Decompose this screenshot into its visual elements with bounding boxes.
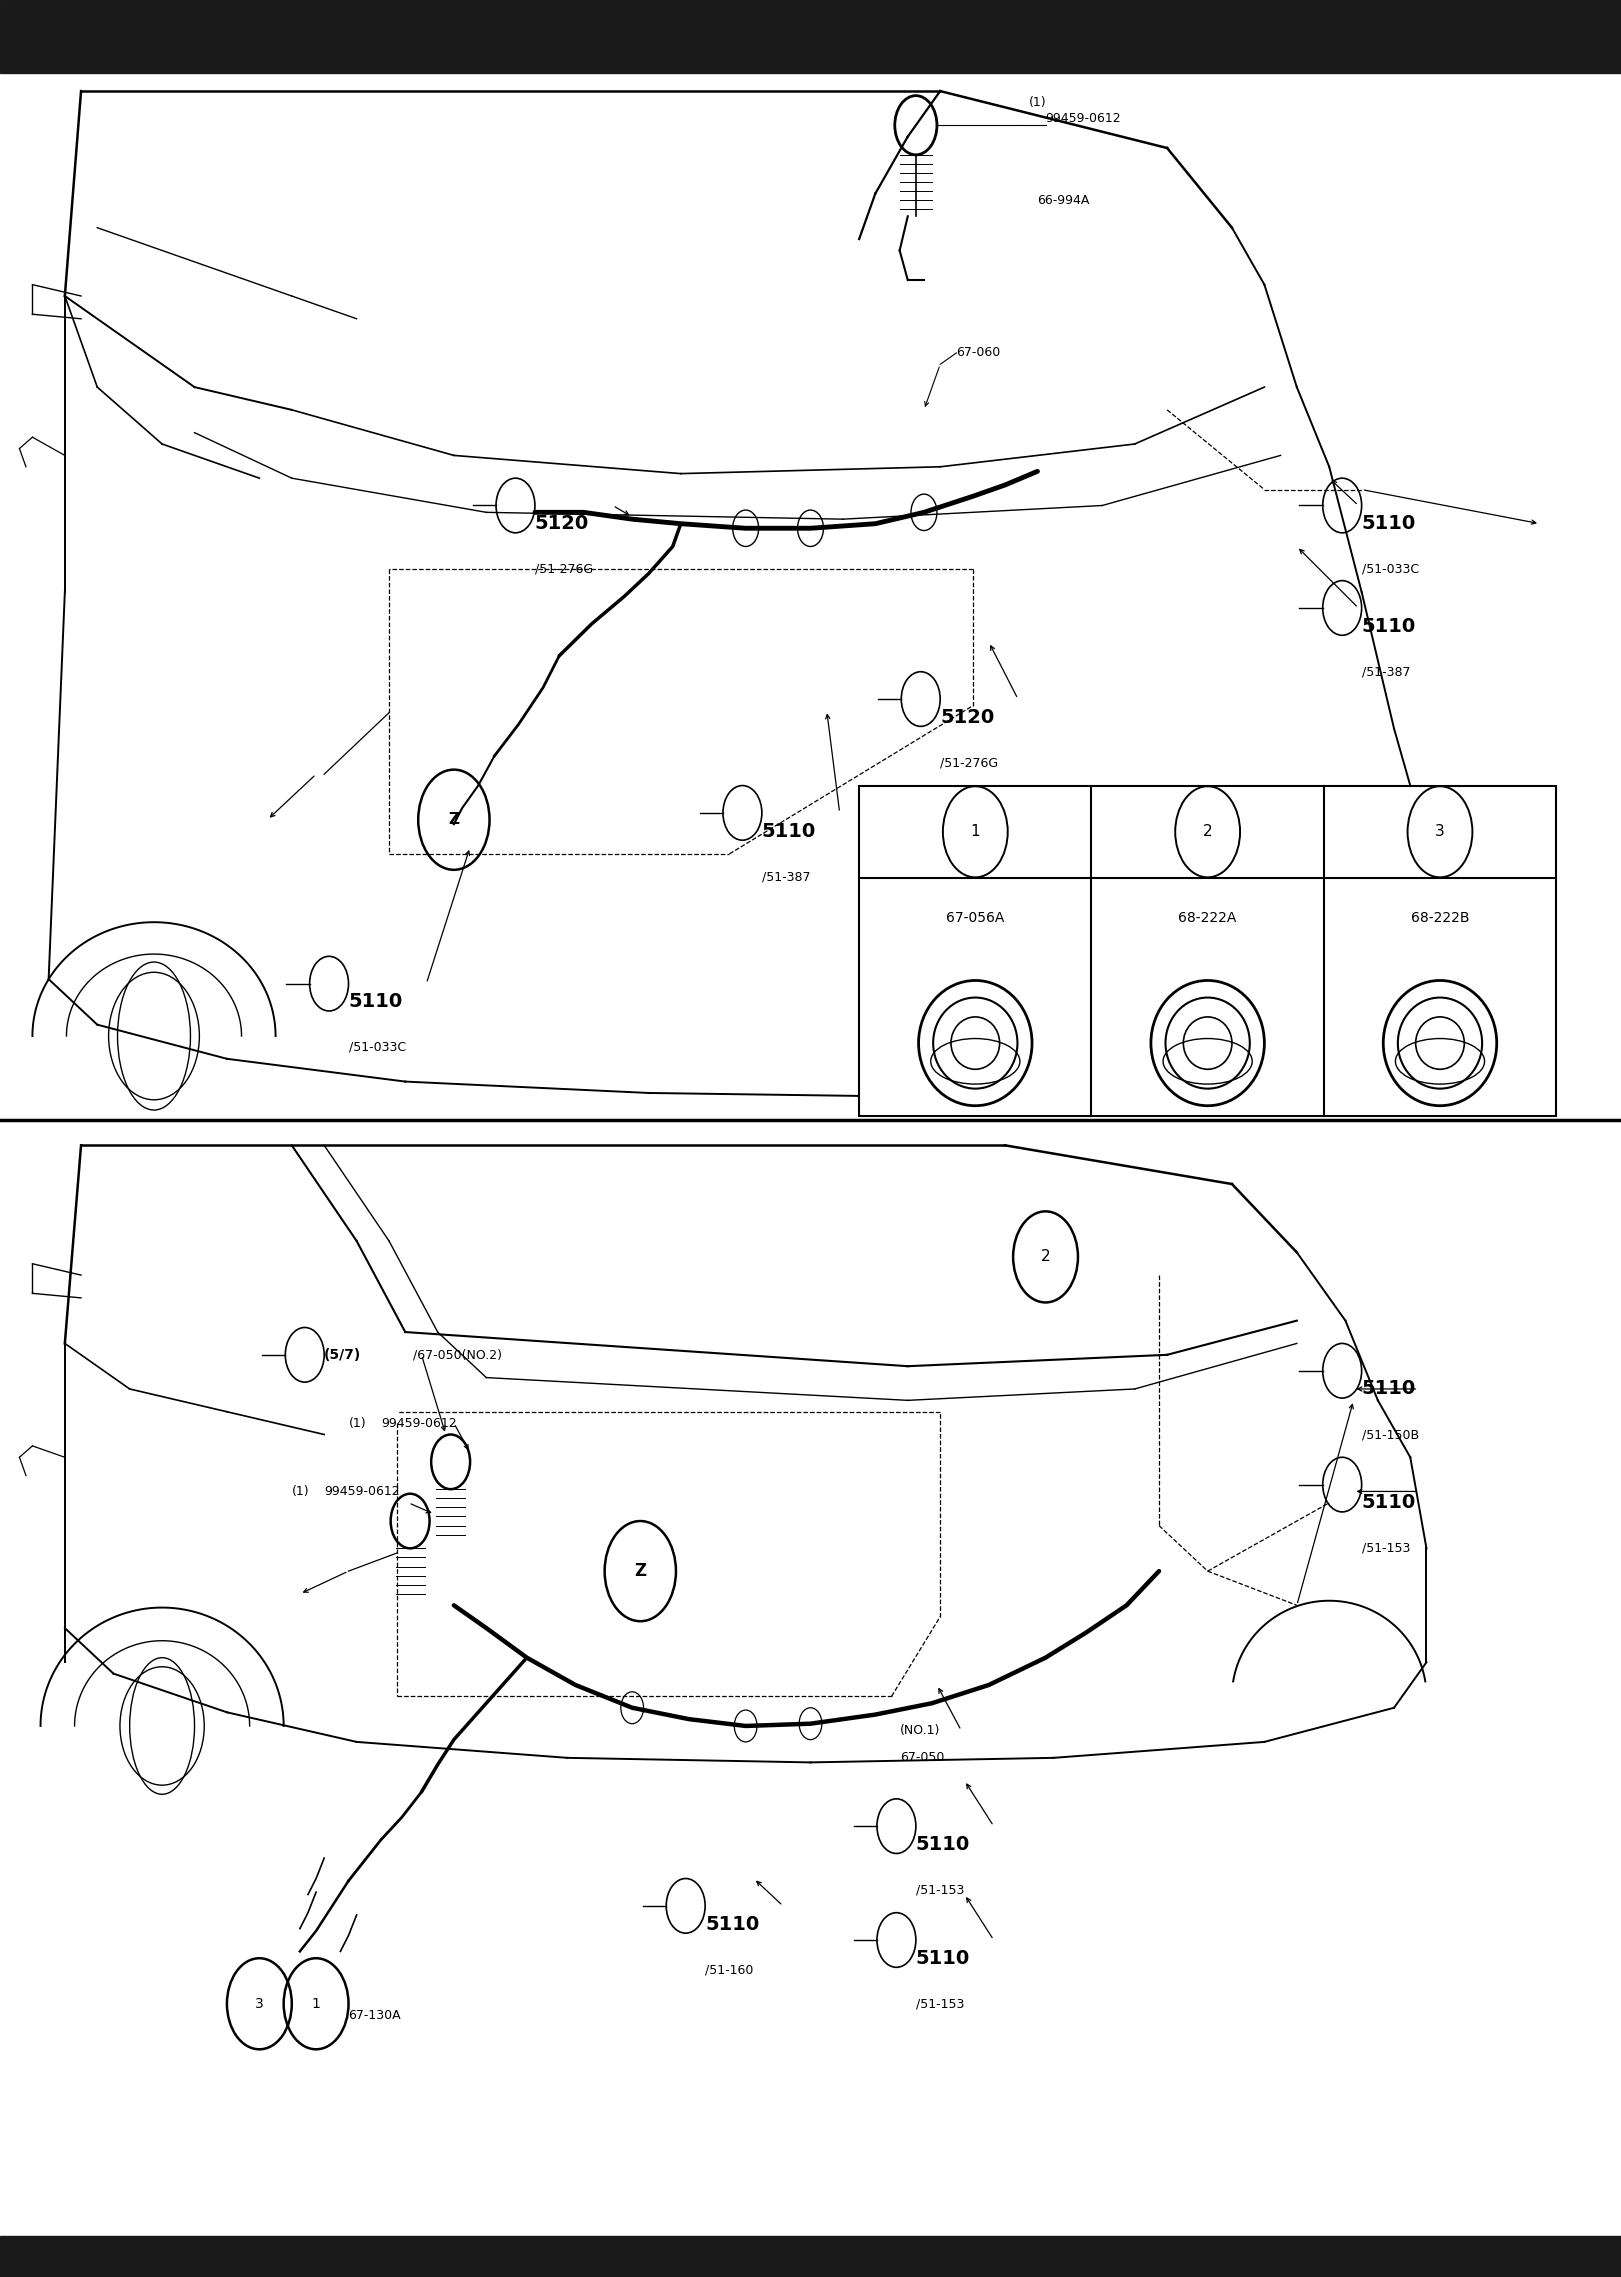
Text: Z: Z [634, 1562, 647, 1580]
Ellipse shape [934, 997, 1018, 1088]
Text: 3: 3 [1435, 824, 1444, 840]
Text: 5120: 5120 [940, 708, 994, 726]
Text: 66-994A: 66-994A [1037, 194, 1089, 207]
Text: 5110: 5110 [916, 1949, 969, 1967]
Text: 5110: 5110 [349, 993, 402, 1011]
Text: 5110: 5110 [705, 1915, 759, 1933]
Text: /51-150B: /51-150B [1362, 1428, 1418, 1441]
Text: (1): (1) [292, 1485, 310, 1498]
Text: (NO.1): (NO.1) [900, 1724, 940, 1737]
Text: /51-153: /51-153 [916, 1883, 964, 1897]
Ellipse shape [1165, 997, 1250, 1088]
Text: 68-222A: 68-222A [1178, 911, 1237, 924]
Text: 67-056A: 67-056A [947, 911, 1005, 924]
Text: 5110: 5110 [1362, 617, 1415, 635]
Text: /51-387: /51-387 [1362, 665, 1410, 679]
Text: /67-050(NO.2): /67-050(NO.2) [413, 1348, 503, 1362]
Text: /51-276G: /51-276G [535, 562, 593, 576]
Text: 1: 1 [311, 1997, 321, 2011]
Bar [859, 786, 1556, 1116]
Text: 1: 1 [971, 824, 981, 840]
Text: 67-060: 67-060 [956, 346, 1000, 360]
Text: 3: 3 [254, 1997, 264, 2011]
Bar [0, 2236, 1621, 2277]
Text: (1): (1) [1029, 96, 1047, 109]
Text: 99459-0612: 99459-0612 [324, 1485, 400, 1498]
Text: /51-387: /51-387 [762, 870, 810, 883]
Bar [0, 0, 1621, 73]
Text: 5120: 5120 [535, 515, 588, 533]
Text: /51-153: /51-153 [916, 1997, 964, 2011]
Text: 99459-0612: 99459-0612 [381, 1416, 457, 1430]
Text: 5110: 5110 [762, 822, 815, 840]
Text: 5110: 5110 [916, 1835, 969, 1853]
Text: /51-153: /51-153 [1362, 1542, 1410, 1555]
Text: 5110: 5110 [1362, 515, 1415, 533]
Text: 99459-0612: 99459-0612 [1046, 112, 1122, 125]
Text: /51-033C: /51-033C [1362, 562, 1418, 576]
Text: /51-160: /51-160 [705, 1963, 754, 1976]
Text: /51-276G: /51-276G [940, 756, 999, 770]
Text: (5/7): (5/7) [324, 1348, 361, 1362]
Text: /51-033C: /51-033C [349, 1041, 405, 1054]
Text: 5110: 5110 [1362, 1494, 1415, 1512]
Text: 67-050: 67-050 [900, 1751, 943, 1765]
Ellipse shape [1397, 997, 1482, 1088]
Text: (1): (1) [349, 1416, 366, 1430]
Text: 67-130A: 67-130A [349, 2008, 400, 2022]
Text: 2: 2 [1041, 1250, 1050, 1264]
Text: Z: Z [449, 813, 459, 827]
Text: 5110: 5110 [1362, 1380, 1415, 1398]
Text: 68-222B: 68-222B [1410, 911, 1469, 924]
Text: 2: 2 [1203, 824, 1213, 840]
